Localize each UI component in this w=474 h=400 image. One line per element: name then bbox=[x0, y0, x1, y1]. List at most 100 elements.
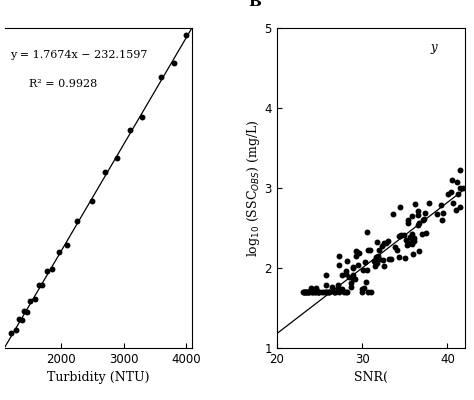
Point bbox=[434, 211, 441, 218]
Point bbox=[308, 289, 316, 295]
Point bbox=[302, 289, 310, 295]
Point bbox=[385, 256, 393, 262]
Point bbox=[35, 282, 42, 289]
Point bbox=[330, 289, 338, 295]
Point bbox=[305, 289, 313, 295]
Point bbox=[415, 248, 423, 254]
Point bbox=[456, 204, 464, 210]
Point bbox=[405, 217, 412, 223]
Point bbox=[308, 289, 316, 295]
Point bbox=[157, 74, 165, 81]
Point bbox=[38, 282, 46, 288]
Point bbox=[335, 289, 343, 295]
Point bbox=[414, 208, 421, 214]
Point bbox=[437, 202, 445, 208]
Point bbox=[374, 253, 382, 259]
Point bbox=[338, 286, 346, 292]
Point bbox=[314, 289, 321, 295]
Point bbox=[361, 258, 368, 265]
Point bbox=[307, 285, 315, 291]
Point bbox=[354, 249, 361, 256]
Point bbox=[409, 235, 416, 242]
Point bbox=[355, 250, 363, 256]
Point bbox=[373, 260, 381, 266]
Text: y: y bbox=[431, 41, 438, 54]
Point bbox=[182, 32, 190, 38]
Point bbox=[349, 265, 357, 271]
Point bbox=[452, 207, 459, 214]
Point bbox=[335, 262, 343, 268]
Point bbox=[419, 216, 427, 223]
Point bbox=[397, 232, 405, 238]
Point bbox=[73, 218, 81, 224]
Point bbox=[334, 285, 342, 292]
Point bbox=[349, 263, 356, 270]
Point bbox=[408, 241, 416, 247]
Point bbox=[410, 238, 418, 244]
Point bbox=[390, 211, 397, 218]
Point bbox=[372, 254, 380, 260]
Point bbox=[300, 289, 308, 295]
Point bbox=[375, 247, 383, 254]
Point bbox=[338, 272, 346, 278]
Point bbox=[364, 247, 372, 254]
Point bbox=[378, 242, 386, 249]
Point bbox=[360, 285, 368, 291]
Point bbox=[305, 289, 313, 295]
Point bbox=[24, 309, 31, 316]
Point bbox=[27, 298, 34, 304]
Point bbox=[44, 268, 51, 274]
Point bbox=[342, 271, 350, 278]
Point bbox=[347, 284, 355, 290]
Point bbox=[397, 204, 404, 210]
Point bbox=[438, 217, 446, 223]
Point bbox=[408, 212, 416, 219]
Point bbox=[323, 282, 330, 288]
Point bbox=[48, 265, 56, 272]
Point bbox=[335, 253, 343, 260]
Point bbox=[311, 289, 319, 295]
Point bbox=[403, 242, 411, 248]
Point bbox=[448, 177, 456, 184]
Point bbox=[420, 216, 428, 222]
Point bbox=[410, 235, 418, 242]
Point bbox=[334, 282, 341, 288]
Point bbox=[303, 289, 311, 295]
Point bbox=[328, 284, 336, 290]
Point bbox=[358, 286, 366, 292]
Point bbox=[354, 262, 362, 268]
Point bbox=[12, 327, 20, 334]
Point bbox=[454, 191, 462, 198]
Point bbox=[364, 289, 372, 295]
Point bbox=[343, 289, 351, 295]
Point bbox=[299, 289, 306, 295]
Point bbox=[324, 289, 331, 295]
Y-axis label: log$_{10}$ (SSC$_{OBS}$) (mg/L): log$_{10}$ (SSC$_{OBS}$) (mg/L) bbox=[245, 119, 262, 257]
Point bbox=[126, 127, 134, 134]
Point bbox=[380, 257, 387, 263]
Point bbox=[421, 209, 428, 216]
Text: y = 1.7674x − 232.1597: y = 1.7674x − 232.1597 bbox=[10, 50, 148, 60]
Point bbox=[375, 256, 383, 262]
Point bbox=[331, 289, 338, 295]
Point bbox=[380, 239, 388, 246]
Point bbox=[382, 240, 389, 246]
Point bbox=[439, 210, 447, 216]
Point bbox=[384, 238, 392, 244]
Point bbox=[114, 154, 121, 161]
Point bbox=[404, 241, 412, 247]
Point bbox=[415, 220, 423, 226]
Point bbox=[459, 185, 467, 191]
Point bbox=[314, 289, 322, 295]
Point bbox=[18, 317, 26, 324]
Point bbox=[418, 231, 426, 237]
Point bbox=[347, 280, 355, 286]
Point bbox=[401, 255, 409, 261]
Point bbox=[341, 289, 348, 295]
Point bbox=[371, 258, 378, 265]
Point bbox=[402, 237, 410, 243]
Point bbox=[352, 275, 359, 282]
Point bbox=[414, 222, 422, 228]
Point bbox=[315, 289, 323, 295]
Point bbox=[363, 266, 371, 273]
